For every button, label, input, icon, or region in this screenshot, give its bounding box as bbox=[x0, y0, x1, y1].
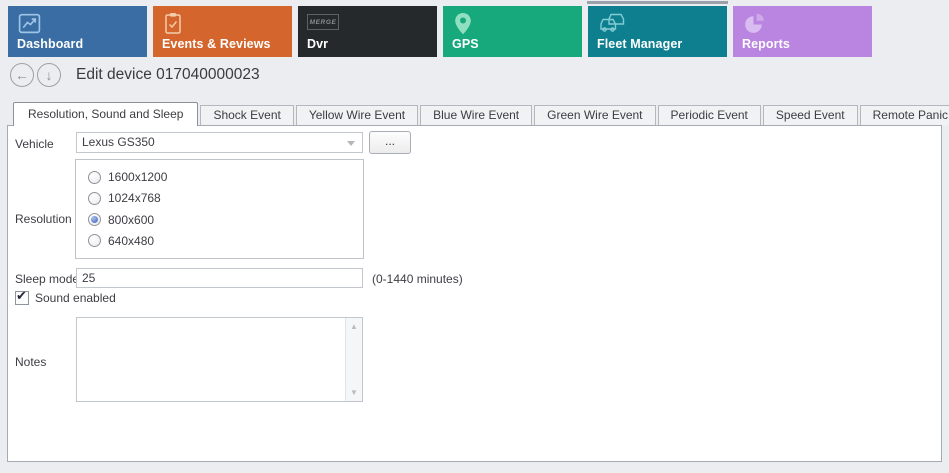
tab-speed-event[interactable]: Speed Event bbox=[762, 105, 858, 125]
tab-remote-panic-event[interactable]: Remote Panic Event bbox=[859, 105, 949, 125]
page-header: ← ↓ Edit device 017040000023 bbox=[10, 62, 260, 88]
back-button[interactable]: ← bbox=[10, 63, 34, 87]
radio-label: 1024x768 bbox=[108, 191, 161, 206]
tab-yellow-wire-event[interactable]: Yellow Wire Event bbox=[295, 105, 419, 125]
vehicle-dropdown[interactable]: Lexus GS350 bbox=[76, 132, 363, 153]
nav-tile-label: Dvr bbox=[307, 37, 329, 51]
map-pin-icon bbox=[452, 11, 474, 42]
clipboard-check-icon bbox=[162, 11, 184, 41]
nav-tile-reports[interactable]: Reports bbox=[733, 6, 872, 57]
radio-640x480[interactable]: 640x480 bbox=[88, 233, 363, 249]
radio-label: 640x480 bbox=[108, 233, 155, 248]
tab-resolution-sound-and-sleep[interactable]: Resolution, Sound and Sleep bbox=[13, 102, 199, 126]
line-chart-icon bbox=[17, 11, 42, 41]
nav-tile-dashboard[interactable]: Dashboard bbox=[8, 6, 147, 57]
resolution-group: 1600x1200 1024x768 800x600 640x480 bbox=[75, 159, 364, 259]
resolution-label: Resolution bbox=[15, 212, 72, 226]
radio-1600x1200[interactable]: 1600x1200 bbox=[88, 169, 363, 185]
down-button[interactable]: ↓ bbox=[37, 63, 61, 87]
sleep-mode-label: Sleep mode bbox=[15, 272, 80, 286]
radio-1024x768[interactable]: 1024x768 bbox=[88, 190, 363, 206]
nav-tile-gps[interactable]: GPS bbox=[443, 6, 582, 57]
nav-tile-fleet-manager[interactable]: Fleet Manager bbox=[587, 1, 728, 57]
tab-periodic-event[interactable]: Periodic Event bbox=[657, 105, 761, 125]
notes-textarea[interactable] bbox=[77, 318, 345, 401]
scroll-down-icon[interactable]: ▼ bbox=[350, 388, 358, 397]
sleep-mode-hint: (0-1440 minutes) bbox=[372, 272, 463, 286]
tab-green-wire-event[interactable]: Green Wire Event bbox=[534, 105, 656, 125]
sound-enabled-label: Sound enabled bbox=[35, 291, 116, 305]
back-icon: ← bbox=[15, 67, 29, 83]
radio-icon bbox=[88, 170, 101, 184]
nav-tile-dvr[interactable]: MERGE Dvr bbox=[298, 6, 437, 57]
vehicle-dropdown-value: Lexus GS350 bbox=[82, 135, 155, 149]
nav-tile-label: Events & Reviews bbox=[162, 37, 271, 51]
notes-label: Notes bbox=[15, 355, 47, 369]
vehicles-icon bbox=[597, 11, 627, 40]
nav-tile-label: Reports bbox=[742, 37, 790, 51]
radio-icon bbox=[88, 213, 101, 227]
tab-shock-event[interactable]: Shock Event bbox=[200, 105, 294, 125]
nav-tile-label: Fleet Manager bbox=[597, 37, 683, 51]
tab-blue-wire-event[interactable]: Blue Wire Event bbox=[420, 105, 533, 125]
down-icon: ↓ bbox=[45, 67, 53, 83]
device-tab-strip: Resolution, Sound and Sleep Shock Event … bbox=[13, 102, 949, 126]
main-nav: Dashboard Events & Reviews MERGE Dvr GPS bbox=[8, 1, 872, 57]
sleep-mode-input[interactable] bbox=[76, 268, 363, 288]
radio-800x600[interactable]: 800x600 bbox=[88, 212, 363, 228]
radio-label: 800x600 bbox=[108, 212, 155, 227]
chevron-down-icon bbox=[347, 141, 355, 146]
radio-icon bbox=[88, 234, 101, 248]
nav-tile-events-reviews[interactable]: Events & Reviews bbox=[153, 6, 292, 57]
radio-label: 1600x1200 bbox=[108, 170, 168, 184]
sound-enabled-checkbox[interactable] bbox=[15, 288, 29, 305]
sound-enabled-row[interactable]: Sound enabled bbox=[15, 288, 116, 305]
page-title: Edit device 017040000023 bbox=[76, 66, 260, 83]
vehicle-label: Vehicle bbox=[15, 137, 54, 151]
tab-page-panel: Vehicle Lexus GS350 ... Resolution 1600x… bbox=[7, 125, 942, 462]
notes-scrollbar[interactable]: ▲ ▼ bbox=[345, 318, 362, 401]
nav-tile-label: GPS bbox=[452, 37, 479, 51]
pie-chart-icon bbox=[742, 11, 767, 41]
scroll-up-icon[interactable]: ▲ bbox=[350, 322, 358, 331]
vehicle-browse-button[interactable]: ... bbox=[369, 131, 411, 154]
merge-logo-icon: MERGE bbox=[307, 11, 339, 30]
nav-tile-label: Dashboard bbox=[17, 37, 84, 51]
radio-icon bbox=[88, 191, 101, 205]
notes-field[interactable]: ▲ ▼ bbox=[76, 317, 363, 402]
